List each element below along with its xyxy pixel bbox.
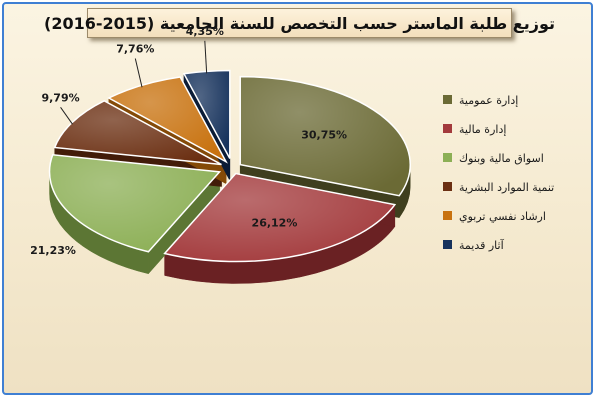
legend-label-4: تنمية الموارد البشرية: [459, 181, 554, 194]
pie-slice-shine-6: [183, 70, 230, 159]
pie-layer: [48, 69, 411, 284]
legend: إدارة عمومية إدارة مالية اسواق مالية وبنوك…: [443, 94, 554, 252]
legend-label-1: إدارة عمومية: [459, 94, 518, 107]
slice-label-2: 26,12%: [252, 216, 298, 229]
legend-swatch-3: [443, 153, 452, 162]
leader-line-5: [134, 58, 143, 88]
legend-label-2: إدارة مالية: [459, 123, 506, 136]
slice-label-3: 21,23%: [30, 244, 76, 257]
pie-slice-shine-1: [240, 76, 411, 196]
legend-label-5: ارشاد نفسي تربوي: [459, 210, 546, 223]
legend-label-3: اسواق مالية وبنوك: [459, 152, 544, 165]
legend-swatch-6: [443, 240, 452, 249]
leader-line-4: [60, 107, 73, 125]
slice-label-5: 7,76%: [116, 42, 154, 55]
chart-title-box: توزيع طلبة الماستر حسب التخصص للسنة الجا…: [44, 8, 555, 38]
slice-label-1: 30,75%: [301, 129, 347, 142]
legend-swatch-4: [443, 182, 452, 191]
pie-slice-shine-5: [108, 77, 227, 162]
chart-title: توزيع طلبة الماستر حسب التخصص للسنة الجا…: [44, 13, 555, 33]
data-labels: 30,75% 26,12% 21,23% 9,79% 7,76% 4,35%: [30, 25, 347, 257]
legend-swatch-2: [443, 124, 452, 133]
slice-label-4: 9,79%: [41, 91, 79, 104]
slice-label-6: 4,35%: [186, 25, 224, 38]
legend-label-6: آثار قديمة: [459, 238, 505, 252]
legend-swatch-1: [443, 95, 452, 104]
pie-slice-shine-2: [164, 173, 395, 262]
legend-swatch-5: [443, 211, 452, 220]
leader-line-6: [204, 40, 208, 74]
pie-slice-shine-3: [49, 154, 220, 252]
pie-slice-shine-4: [54, 100, 222, 165]
